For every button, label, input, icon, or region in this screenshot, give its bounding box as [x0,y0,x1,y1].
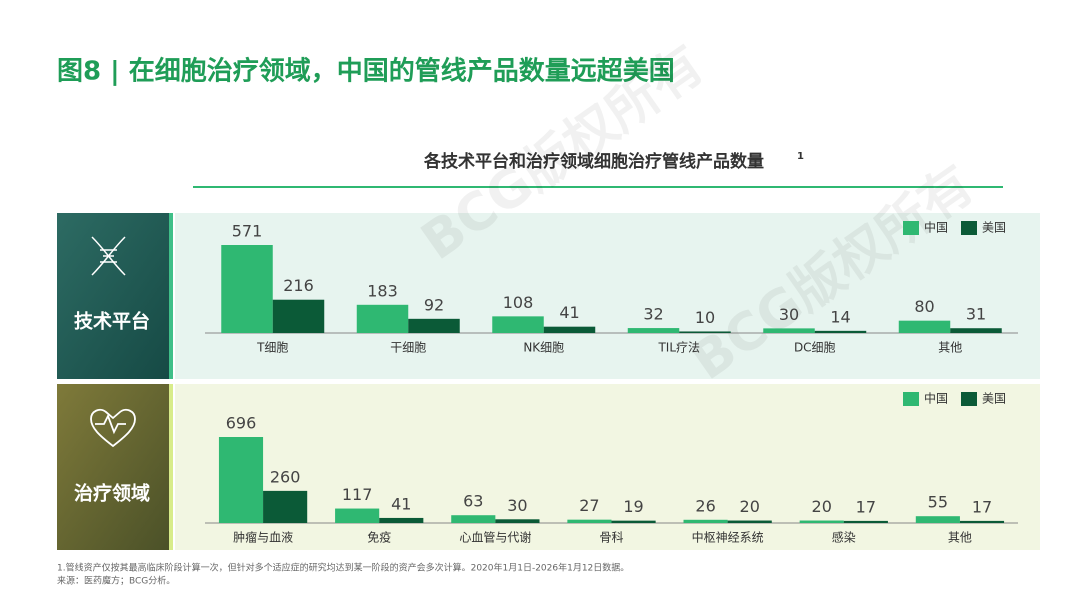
bar [627,328,680,333]
x-tick-label: 感染 [832,530,856,545]
bar [683,519,728,523]
x-tick-label: NK细胞 [523,341,564,355]
value-label: 32 [643,305,663,324]
value-label: 696 [226,414,257,433]
panel-edge [169,213,173,379]
bar [379,517,424,523]
bar [959,520,1005,523]
bar [567,519,612,523]
bar [679,331,731,333]
panel-bg [175,384,1040,550]
value-label: 41 [559,303,579,322]
value-label: 260 [270,467,301,486]
value-label: 10 [695,308,715,327]
value-label: 30 [507,496,527,515]
value-label: 30 [779,305,799,324]
value-label: 17 [856,497,876,516]
panel-edge [169,384,173,550]
bar [763,328,815,333]
bar [335,508,380,523]
value-label: 17 [972,497,992,516]
x-tick-label: DC细胞 [794,341,836,355]
bar [950,328,1002,333]
x-tick-label: 其他 [948,531,972,545]
value-label: 80 [914,297,934,316]
bar [408,318,460,333]
value-label: 63 [463,492,483,511]
bar [915,516,960,523]
title: 图8 | 在细胞治疗领域，中国的管线产品数量远超美国 [57,56,675,87]
value-label: 31 [966,305,986,324]
footnote: 1.管线资产仅按其最高临床阶段计算一次，但针对多个适应症的研究均达到某一阶段的资… [57,562,629,574]
legend-swatch [961,221,977,235]
value-label: 14 [830,307,850,326]
bar [218,437,264,523]
bar [814,330,867,333]
footnote: 来源：医药魔方；BCG分析。 [57,575,175,587]
value-label: 92 [424,295,444,314]
dna-icon [91,236,126,276]
panel-label: 技术平台 [74,310,150,333]
value-label: 571 [232,222,263,241]
x-tick-label: 其他 [938,341,962,355]
value-label: 55 [928,493,948,512]
bar [221,245,273,333]
value-label: 183 [367,281,398,300]
bar [727,520,772,523]
bar [799,520,844,523]
legend-swatch [903,221,919,235]
value-label: 26 [695,496,715,515]
value-label: 216 [283,276,314,295]
panel-image [57,384,169,550]
legend-swatch [961,392,977,406]
bar [272,299,325,333]
legend-label: 中国 [924,391,948,406]
x-tick-label: 中枢神经系统 [692,530,764,545]
bar [543,326,596,333]
value-label: 108 [503,293,534,312]
panel-image [57,213,169,379]
bar [611,520,656,523]
subtitle-note: 1 [797,151,804,162]
heart-icon [90,408,136,448]
bar [898,320,951,333]
value-label: 20 [740,497,760,516]
x-tick-label: 免疫 [367,530,391,545]
value-label: 19 [623,497,643,516]
legend-label: 中国 [924,220,948,235]
x-tick-label: T细胞 [256,341,288,355]
bar [356,304,409,333]
subtitle: 各技术平台和治疗领域细胞治疗管线产品数量 [423,151,764,172]
value-label: 117 [342,485,373,504]
legend-swatch [903,392,919,406]
x-tick-label: 骨科 [599,531,623,545]
bar [843,520,888,523]
bar [451,515,496,523]
legend-label: 美国 [982,221,1006,235]
x-tick-label: 肿瘤与血液 [233,530,293,545]
bar [263,490,308,523]
panel-label: 治疗领域 [74,482,150,505]
panel-bg [175,213,1040,379]
value-label: 41 [391,494,411,513]
bar [492,316,544,333]
x-tick-label: 心血管与代谢 [459,530,531,545]
bar [495,519,540,523]
x-tick-label: TIL疗法 [657,341,700,355]
x-tick-label: 干细胞 [390,341,426,355]
value-label: 27 [579,496,599,515]
legend-label: 美国 [982,392,1006,406]
value-label: 20 [812,497,832,516]
